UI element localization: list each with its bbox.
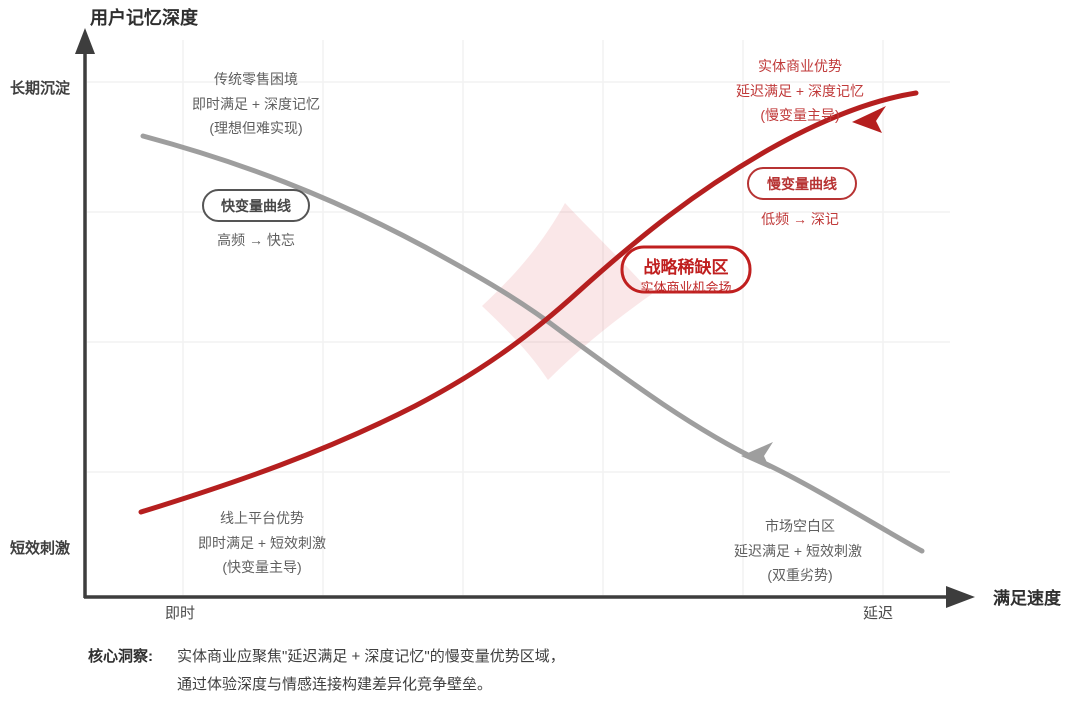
annotation-market-blank-line3: (双重劣势) <box>767 567 832 583</box>
x-axis-arrowhead <box>946 586 975 608</box>
annotation-traditional-retail-line1: 传统零售困境 <box>214 71 298 87</box>
annotation-online-platform-line1: 线上平台优势 <box>220 510 304 526</box>
fast-variable-curve <box>140 133 925 554</box>
core-insight-line2: 通过体验深度与情感连接构建差异化竞争壁垒。 <box>177 675 492 693</box>
axes <box>83 44 948 599</box>
annotation-online-platform: 线上平台优势 即时满足 + 短效刺激 (快变量主导) <box>198 510 326 575</box>
annotation-traditional-retail: 传统零售困境 即时满足 + 深度记忆 (理想但难实现) <box>192 71 320 136</box>
core-insight-label: 核心洞察: <box>88 647 153 665</box>
annotation-traditional-retail-line3: (理想但难实现) <box>209 120 302 136</box>
core-insight-line1: 实体商业应聚焦"延迟满足 + 深度记忆"的慢变量优势区域， <box>177 647 565 665</box>
annotation-physical-advantage-line3: (慢变量主导) <box>760 107 839 123</box>
slow-curve-label-pill: 慢变量曲线 <box>747 167 857 200</box>
annotation-online-platform-line2: 即时满足 + 短效刺激 <box>198 535 326 551</box>
fast-curve-direction-arrow-icon <box>741 442 773 469</box>
y-axis-arrowhead <box>75 28 95 54</box>
core-insight: 核心洞察: 实体商业应聚焦"延迟满足 + 深度记忆"的慢变量优势区域， 通过体验… <box>88 647 565 693</box>
annotation-online-platform-line3: (快变量主导) <box>222 559 301 575</box>
chart-title: 用户记忆深度 <box>90 7 199 28</box>
y-axis-top-label: 长期沉淀 <box>10 79 71 97</box>
fast-curve-name: 快变量曲线 <box>221 198 291 214</box>
strategic-scarcity-badge: 战略稀缺区 实体商业机会场 <box>620 245 752 295</box>
annotation-traditional-retail-line2: 即时满足 + 深度记忆 <box>192 96 320 112</box>
annotation-market-blank: 市场空白区 延迟满足 + 短效刺激 (双重劣势) <box>734 518 862 583</box>
x-tick-immediate: 即时 <box>165 605 195 622</box>
annotation-physical-advantage: 实体商业优势 延迟满足 + 深度记忆 (慢变量主导) <box>736 58 864 123</box>
y-axis-bottom-label: 短效刺激 <box>10 539 71 557</box>
annotation-physical-advantage-line1: 实体商业优势 <box>758 58 842 74</box>
slow-curve-name: 慢变量曲线 <box>767 176 837 192</box>
annotation-market-blank-line1: 市场空白区 <box>765 518 835 534</box>
slow-curve-tagline: 低频 → 深记 <box>761 211 839 227</box>
annotation-physical-advantage-line2: 延迟满足 + 深度记忆 <box>736 83 864 99</box>
fast-curve-tagline: 高频 → 快忘 <box>217 232 295 248</box>
strategic-scarcity-title: 战略稀缺区 <box>644 257 729 277</box>
annotation-market-blank-line2: 延迟满足 + 短效刺激 <box>734 543 862 559</box>
slow-variable-curve <box>138 90 919 515</box>
strategic-scarcity-subtitle: 实体商业机会场 <box>640 280 731 295</box>
slow-curve-direction-arrow-icon <box>852 106 886 133</box>
fast-curve-label-pill: 快变量曲线 <box>202 189 310 222</box>
x-axis-label: 满足速度 <box>993 588 1062 608</box>
x-tick-delayed: 延迟 <box>863 605 893 622</box>
